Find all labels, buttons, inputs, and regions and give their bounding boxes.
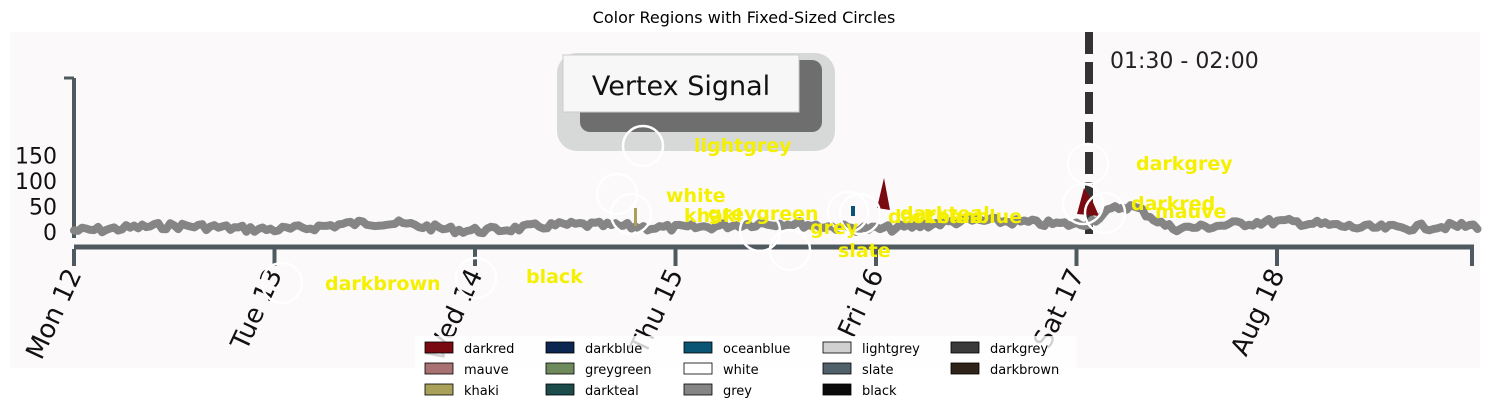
legend-swatch-greygreen [545,362,575,375]
legend-swatch-darkblue [545,341,575,354]
legend-label-black: black [862,384,897,399]
legend-label-white: white [723,363,759,378]
region-circle-11 [260,261,304,305]
legend-label-darkblue: darkblue [585,342,642,357]
legend-label-greygreen: greygreen [585,363,652,378]
spike-fri [877,178,890,210]
y-tick-100: 100 [15,170,57,195]
region-label-khaki: khaki [684,205,742,227]
y-tick-0: 0 [43,221,57,246]
legend-label-darkred: darkred [464,342,514,357]
region-circle-4 [738,209,782,253]
region-label-lightgrey: lightgrey [694,135,792,157]
region-label-oceanblue: oceanblue [912,206,1022,228]
legend-swatch-darkteal [545,383,575,396]
region-label-darkred: darkred [1131,193,1215,215]
figure-title: Color Regions with Fixed-Sized Circles [593,8,896,27]
region-label-darkgrey: darkgrey [1136,153,1233,175]
legend: darkred mauve khaki darkblue greygreen darkte… [415,336,1077,404]
region-circle-3 [609,192,653,236]
region-label-grey: grey [810,217,859,239]
region-label-darkbrown: darkbrown [325,273,441,295]
legend-swatch-white [683,362,713,375]
signal-series-line [70,201,1482,238]
legend-label-slate: slate [862,363,893,378]
region-label-greygreen: greygreen [708,203,819,225]
legend-swatch-oceanblue [683,341,713,354]
legend-label-grey: grey [723,384,752,399]
vertex-signal-text: Vertex Signal [592,71,770,102]
region-label-slate: slate [838,240,891,262]
legend-label-mauve: mauve [464,363,509,378]
region-circles [260,124,1127,305]
legend-label-khaki: khaki [464,384,499,399]
vertex-signal-badge: Vertex Signal [557,53,835,151]
region-label-mauve: mauve [1155,201,1226,223]
legend-swatch-darkbrown [950,362,980,375]
khaki-fleck [634,208,637,226]
region-circle-12 [454,256,498,300]
legend-swatch-slate [822,362,852,375]
y-tick-50: 50 [29,196,57,221]
region-circle-9 [1061,182,1105,226]
legend-swatch-lightgrey [822,341,852,354]
region-label-darkteal: darkteal [900,203,990,225]
time-range-label: 01:30 - 02:00 [1110,49,1259,74]
region-label-darkblue: darkblue [888,206,983,228]
region-circle-10 [1083,191,1127,235]
legend-swatch-mauve [424,362,454,375]
region-circle-5 [768,228,812,272]
legend-swatch-darkgrey [950,341,980,354]
y-tick-150: 150 [15,145,57,170]
legend-label-lightgrey: lightgrey [862,342,920,357]
region-circle-1 [621,124,665,168]
plot-axes [64,76,1474,250]
region-label-black: black [526,266,583,288]
legend-swatch-khaki [424,383,454,396]
legend-label-darkgrey: darkgrey [990,342,1048,357]
legend-label-darkteal: darkteal [585,384,639,399]
legend-swatch-black [822,383,852,396]
legend-swatch-grey [683,383,713,396]
legend-swatch-darkred [424,341,454,354]
legend-label-oceanblue: oceanblue [723,342,790,357]
oceanblue-fleck [851,206,855,216]
region-circle-6 [826,190,870,234]
legend-label-darkbrown: darkbrown [990,363,1059,378]
region-circle-7 [838,192,882,236]
badge-face [562,54,800,113]
region-label-white: white [666,185,726,207]
